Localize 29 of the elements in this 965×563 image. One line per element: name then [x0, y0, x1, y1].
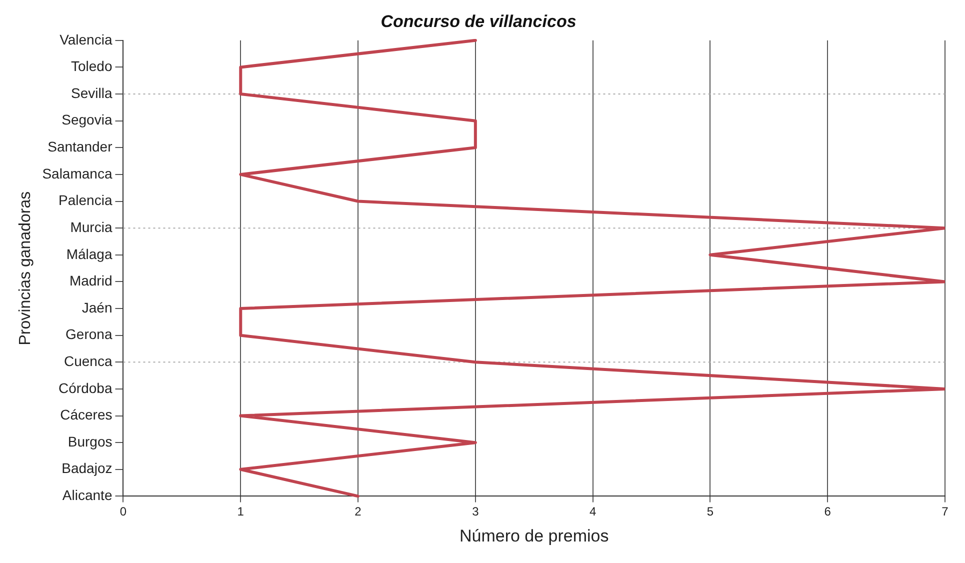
y-tick-label: Alicante	[62, 487, 112, 504]
y-tick-label: Valencia	[60, 31, 112, 48]
y-tick-label: Toledo	[70, 58, 112, 74]
y-tick-label: Sevilla	[70, 84, 112, 101]
x-tick-label: 6	[824, 504, 832, 519]
x-tick-label: 0	[120, 504, 127, 519]
y-tick-label: Málaga	[66, 246, 112, 262]
chart-title: Concurso de villancicos	[380, 12, 576, 31]
y-tick-label: Córdoba	[58, 380, 112, 396]
y-tick-label: Jaén	[82, 299, 112, 316]
y-tick-label: Santander	[48, 138, 113, 155]
x-tick-label: 7	[942, 504, 949, 519]
y-axis-title: Provincias ganadoras	[17, 191, 34, 346]
y-tick-label: Murcia	[70, 218, 112, 235]
x-tick-label: 2	[354, 504, 362, 519]
x-tick-label: 5	[706, 504, 714, 519]
y-tick-label: Salamanca	[42, 165, 112, 182]
y-tick-label: Badajoz	[62, 460, 112, 476]
y-tick-label: Gerona	[66, 326, 112, 342]
y-tick-label: Cáceres	[60, 406, 112, 423]
y-tick-label: Madrid	[69, 272, 112, 289]
y-tick-label: Cuenca	[64, 353, 112, 369]
y-tick-label: Palencia	[58, 192, 112, 208]
x-tick-label: 1	[237, 504, 244, 519]
y-tick-label: Segovia	[62, 112, 112, 128]
x-tick-label: 3	[472, 504, 480, 519]
x-axis-title: Número de premios	[459, 526, 609, 546]
x-tick-label: 4	[589, 504, 596, 519]
y-tick-label: Burgos	[68, 433, 112, 450]
